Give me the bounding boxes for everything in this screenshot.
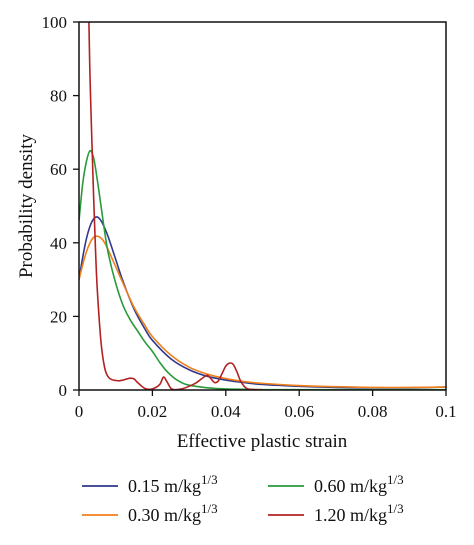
x-tick-label: 0.08 xyxy=(358,402,388,421)
y-tick-label: 20 xyxy=(50,307,67,326)
legend-label-4: 1.20 m/kg1/3 xyxy=(314,501,404,525)
ticks-layer: 0 0.02 0.04 0.06 0.08 0.1 0 20 40 60 80 100 xyxy=(42,13,457,421)
x-tick-label: 0.06 xyxy=(284,402,314,421)
legend-label-2: 0.30 m/kg1/3 xyxy=(128,501,218,525)
y-axis-title: Probability density xyxy=(16,133,37,278)
y-tick-label: 60 xyxy=(50,160,67,179)
series-line-3 xyxy=(79,149,446,390)
series-layer xyxy=(79,22,446,390)
legend: 0.15 m/kg1/3 0.60 m/kg1/3 0.30 m/kg1/3 1.20… xyxy=(82,472,404,525)
plot-frame xyxy=(78,21,447,391)
x-tick-label: 0 xyxy=(75,402,84,421)
y-tick-label: 0 xyxy=(59,381,68,400)
series-line-4 xyxy=(88,22,263,390)
y-tick-label: 100 xyxy=(42,13,68,32)
series-line-1 xyxy=(79,216,446,389)
legend-label-3: 0.60 m/kg1/3 xyxy=(314,472,404,496)
x-tick-label: 0.04 xyxy=(211,402,241,421)
y-tick-label: 80 xyxy=(50,87,67,106)
series-line-2 xyxy=(79,235,446,389)
x-tick-label: 0.02 xyxy=(138,402,168,421)
y-tick-label: 40 xyxy=(50,234,67,253)
x-axis-title: Effective plastic strain xyxy=(177,431,348,452)
x-tick-label: 0.1 xyxy=(435,402,456,421)
legend-label-1: 0.15 m/kg1/3 xyxy=(128,472,218,496)
